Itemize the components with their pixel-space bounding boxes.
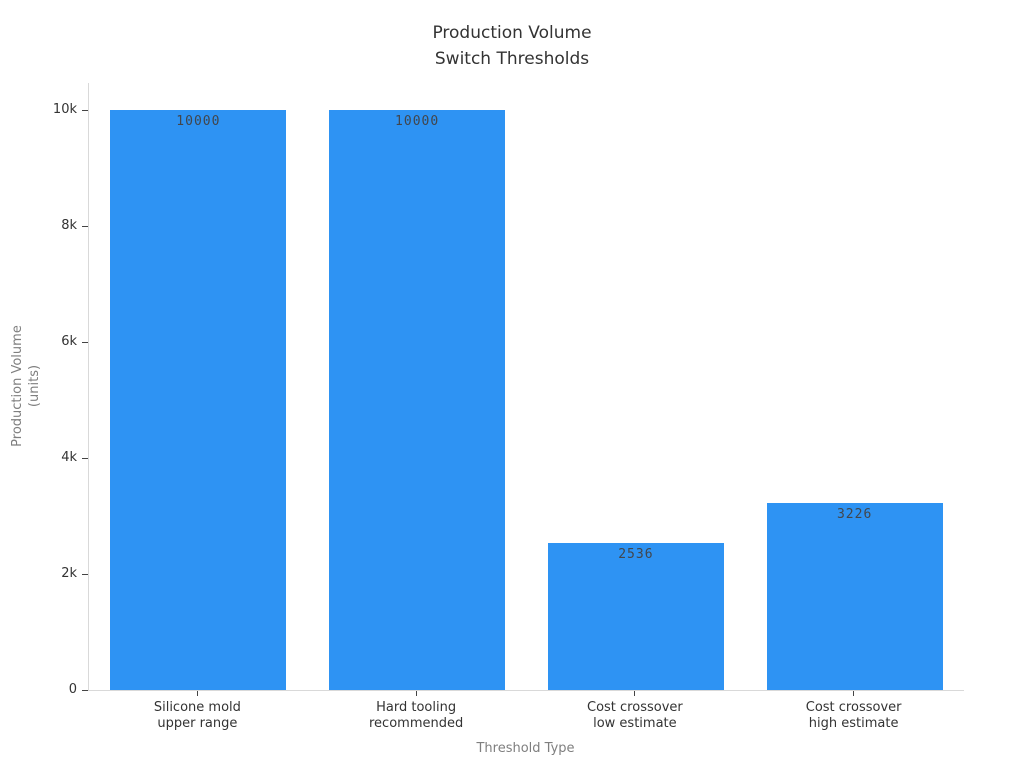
x-axis-title: Threshold Type (476, 741, 575, 756)
x-tick-label-line: low estimate (593, 716, 677, 731)
y-tick-mark (82, 458, 88, 459)
bar-2[interactable]: 2536 (547, 543, 724, 690)
chart-title-line1: Production Volume (432, 23, 592, 43)
x-tick-label-line: Silicone mold (153, 700, 241, 715)
chart-title: Production Volume Switch Thresholds (0, 20, 1024, 72)
x-tick-label-2: Cost crossover low estimate (525, 700, 745, 732)
y-tick-label: 0 (68, 682, 77, 697)
bar-value-label: 10000 (395, 114, 440, 129)
x-tick-mark (196, 691, 198, 696)
x-tick-label-line: Cost crossover (805, 700, 902, 715)
plot-area: 10000 10000 2536 3226 (88, 83, 964, 691)
bar-3[interactable]: 3226 (766, 503, 943, 690)
x-tick-label-line: Hard tooling (376, 700, 457, 715)
x-tick-label-line: upper range (157, 716, 238, 731)
y-tick-label: 4k (61, 450, 77, 465)
x-tick-mark (415, 691, 417, 696)
y-tick-label: 2k (61, 566, 77, 581)
y-tick-mark (82, 110, 88, 111)
x-tick-label-line: Cost crossover (587, 700, 683, 715)
x-tick-mark (853, 691, 855, 696)
y-tick-mark (82, 226, 88, 227)
y-tick-mark (82, 690, 88, 691)
x-tick-label-line: recommended (369, 716, 464, 731)
x-tick-label-line: high estimate (808, 716, 899, 731)
x-tick-label-3: Cost crossover high estimate (744, 700, 964, 732)
y-tick-label: 6k (61, 334, 77, 349)
bar-0[interactable]: 10000 (110, 110, 287, 690)
x-tick-mark (634, 691, 636, 696)
bar-value-label: 10000 (176, 114, 221, 129)
x-tick-label-0: Silicone mold upper range (87, 700, 307, 732)
y-tick-label: 8k (61, 218, 77, 233)
bar-1[interactable]: 10000 (329, 110, 506, 690)
bar-value-label: 3226 (836, 507, 873, 522)
bar-value-label: 2536 (618, 547, 654, 562)
chart-title-line2: Switch Thresholds (434, 49, 590, 69)
y-tick-mark (82, 342, 88, 343)
y-tick-mark (82, 574, 88, 575)
x-tick-label-1: Hard tooling recommended (306, 700, 526, 732)
y-tick-label: 10k (52, 102, 77, 117)
